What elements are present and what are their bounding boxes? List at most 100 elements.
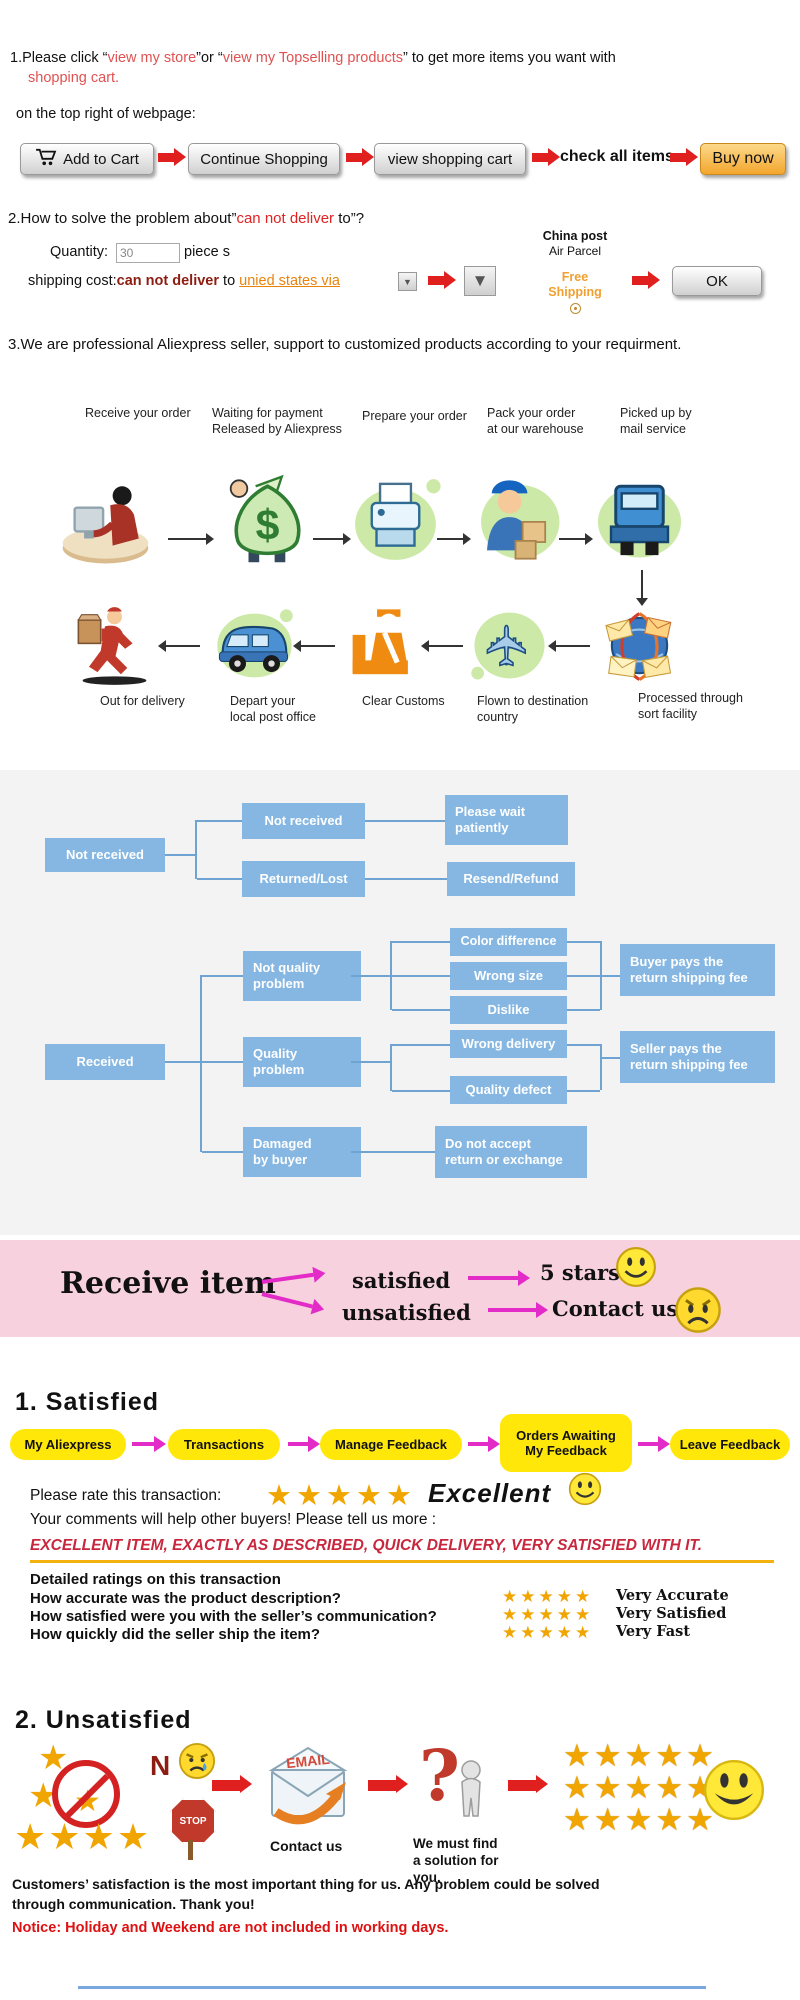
unsatisfied-heading: 2. Unsatisfied	[15, 1706, 192, 1734]
flow-line	[202, 975, 243, 977]
flow-box: Damaged by buyer	[243, 1127, 361, 1177]
magenta-arrow-icon	[488, 1302, 548, 1318]
red-arrow-icon	[532, 148, 560, 166]
rating-stars[interactable]: ★★★★★	[502, 1587, 594, 1606]
continue-shopping-button[interactable]: Continue Shopping	[188, 143, 340, 175]
mail-sort-icon	[597, 603, 682, 693]
add-to-cart-label: Add to Cart	[63, 150, 139, 168]
receive-item-band: Receive item satisfied unsatisfied 5 sta…	[0, 1240, 800, 1337]
buy-now-button[interactable]: Buy now	[700, 143, 786, 175]
s2-cannot-deliver: can not deliver	[236, 210, 335, 227]
s1-text: 1.Please click “	[10, 50, 108, 66]
nav-transactions[interactable]: Transactions	[168, 1429, 280, 1460]
flow-line	[390, 941, 392, 1010]
courier-icon	[72, 603, 157, 693]
continue-shopping-label: Continue Shopping	[200, 150, 328, 168]
email-icon: EMAIL	[262, 1742, 354, 1833]
section1-intro: 1.Please click “view my store”or “view m…	[10, 48, 770, 89]
satisfied-text: satisfied	[352, 1268, 451, 1293]
pill-label: My Aliexpress	[24, 1437, 112, 1452]
arrow-left-icon	[158, 640, 200, 652]
s2-text: to	[219, 273, 240, 289]
packer-icon	[468, 472, 563, 572]
magenta-arrow-icon	[468, 1270, 530, 1286]
arrow-left-icon	[421, 640, 463, 652]
nav-orders-awaiting[interactable]: Orders Awaiting My Feedback	[500, 1414, 632, 1472]
flow-line	[600, 1044, 602, 1090]
flow-line	[200, 975, 202, 1152]
airplane-icon: ✈	[467, 603, 552, 693]
detail-answer: Very Accurate	[616, 1587, 729, 1604]
five-stars-text: 5 stars	[540, 1260, 620, 1285]
sad-face-icon	[674, 1286, 722, 1339]
flow-box: Quality defect	[450, 1076, 567, 1104]
s2-text: to”?	[334, 210, 365, 227]
smiley-icon	[568, 1472, 602, 1511]
add-to-cart-button[interactable]: Add to Cart	[20, 143, 154, 175]
view-shopping-cart-label: view shopping cart	[387, 150, 513, 168]
red-arrow-icon	[158, 148, 186, 166]
nav-leave-feedback[interactable]: Leave Feedback	[670, 1429, 790, 1460]
step-label: Pack your order at our warehouse	[487, 406, 584, 437]
pill-label: Manage Feedback	[335, 1437, 447, 1452]
flow-line	[165, 854, 195, 856]
returns-flowchart: Not received Not received Please wait pa…	[0, 770, 800, 1235]
rating-stars[interactable]: ★★★★★	[266, 1480, 416, 1512]
truck-icon	[592, 472, 687, 572]
flow-box: Wrong delivery	[450, 1030, 567, 1058]
s1-text: ”or “	[196, 50, 223, 66]
red-arrow-icon	[212, 1775, 252, 1793]
flow-line	[567, 1009, 600, 1011]
flow-box: Returned/Lost	[242, 861, 365, 897]
nav-my-aliexpress[interactable]: My Aliexpress	[10, 1429, 126, 1460]
satisfied-heading: 1. Satisfied	[15, 1388, 159, 1416]
customs-icon	[342, 603, 427, 693]
shipping-dropdown[interactable]: ▼	[464, 266, 496, 296]
flow-line	[365, 820, 445, 822]
rating-stars[interactable]: ★★★★★	[502, 1605, 594, 1624]
flow-line	[600, 975, 620, 977]
rating-stars[interactable]: ★★★★★	[502, 1623, 594, 1642]
s2-text: 2.How to solve the problem about”	[8, 210, 237, 227]
free-shipping-radio[interactable]	[570, 303, 581, 314]
nav-manage-feedback[interactable]: Manage Feedback	[320, 1429, 462, 1460]
step-label: Depart your local post office	[230, 694, 316, 725]
ok-label: OK	[706, 272, 728, 290]
magenta-arrow-icon	[288, 1436, 320, 1452]
footer-message: Customers’ satisfaction is the most impo…	[12, 1876, 600, 1913]
smiley-icon	[615, 1246, 657, 1293]
china-post-label: China post	[542, 229, 608, 243]
red-arrow-icon	[508, 1775, 548, 1793]
flow-line	[567, 941, 600, 943]
check-all-items-text: check all items	[560, 148, 674, 165]
flow-line	[392, 1044, 450, 1046]
flow-box: Not quality problem	[243, 951, 361, 1001]
detail-question: How quickly did the seller ship the item…	[30, 1626, 321, 1643]
flow-box: Received	[45, 1044, 165, 1080]
view-shopping-cart-button[interactable]: view shopping cart	[374, 143, 526, 175]
bottom-divider	[78, 1986, 706, 1989]
flow-box: Not received	[45, 838, 165, 872]
topselling-link[interactable]: view my Topselling products	[222, 50, 404, 66]
unsatisfied-text: unsatisfied	[342, 1300, 471, 1325]
stop-sign-icon: STOP	[170, 1798, 216, 1844]
flow-box: Color difference	[450, 928, 567, 956]
feedback-example-text: EXCELLENT ITEM, EXACTLY AS DESCRIBED, QU…	[30, 1537, 703, 1554]
webpage-hint: on the top right of webpage:	[16, 106, 196, 122]
money-bag-icon: $	[220, 472, 315, 572]
flow-box: Not received	[242, 803, 365, 839]
ok-button[interactable]: OK	[672, 266, 762, 296]
comments-hint: Your comments will help other buyers! Pl…	[30, 1511, 437, 1528]
country-dropdown[interactable]: ▼	[398, 272, 417, 291]
printer-icon	[348, 472, 443, 572]
detail-question: How satisfied were you with the seller’s…	[30, 1608, 437, 1625]
step-label: Picked up by mail service	[620, 406, 692, 437]
pill-label: Leave Feedback	[679, 1437, 781, 1452]
star-row: ★★★★	[14, 1816, 152, 1857]
view-my-store-link[interactable]: view my store	[107, 50, 197, 66]
quantity-input[interactable]	[116, 243, 180, 263]
arrow-down-icon	[636, 570, 648, 606]
detail-answer: Very Satisfied	[616, 1605, 727, 1622]
country-link[interactable]: unied states via	[239, 273, 340, 289]
magenta-arrow-icon	[468, 1436, 500, 1452]
